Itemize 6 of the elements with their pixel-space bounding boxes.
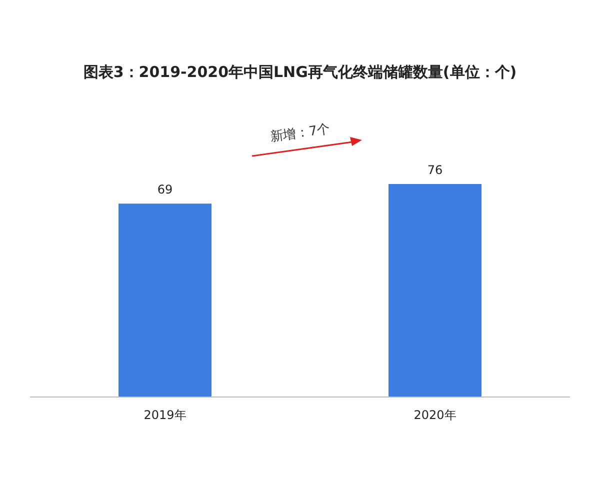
data-label: 76 xyxy=(427,163,443,177)
text: 新增：7个 xyxy=(269,122,332,146)
x-tick-label: 2020年 xyxy=(414,408,456,422)
x-tick-label: 2019年 xyxy=(144,408,186,422)
chart-title: 图表3：2019-2020年中国LNG再气化终端储罐数量(单位：个) xyxy=(83,63,517,81)
data-label: 69 xyxy=(157,182,173,197)
